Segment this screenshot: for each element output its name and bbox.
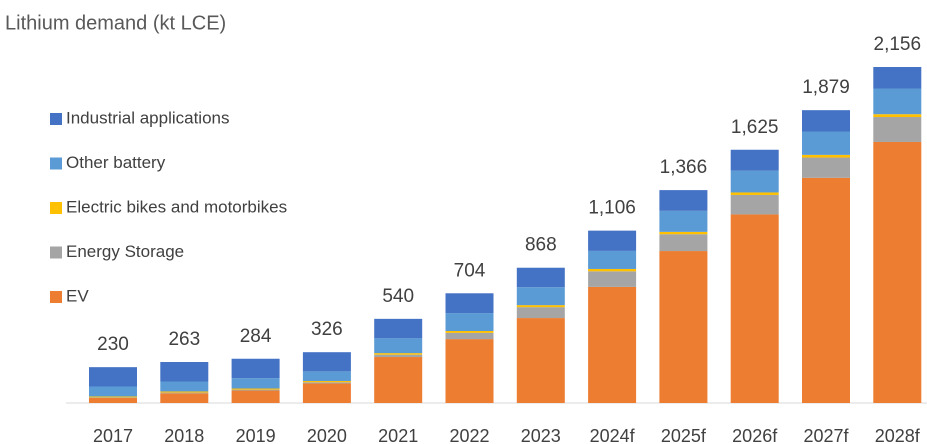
x-tick-label: 2028f — [875, 426, 921, 444]
bar-segment — [730, 194, 779, 215]
bar-segment — [160, 381, 209, 392]
bar-segment — [160, 362, 209, 382]
legend-label: Energy Storage — [66, 242, 184, 261]
bar-segment — [374, 353, 423, 355]
total-label: 230 — [97, 334, 129, 355]
bar-segment — [588, 250, 637, 269]
legend-label: Other battery — [66, 153, 166, 172]
bar-segment — [873, 117, 922, 142]
bar-segment — [588, 271, 637, 287]
bar-segment — [160, 393, 209, 403]
legend-swatch — [50, 113, 62, 125]
total-label: 326 — [311, 319, 343, 340]
x-tick-label: 2019 — [236, 426, 276, 444]
legend-swatch — [50, 202, 62, 214]
bar-segment — [802, 131, 850, 155]
bar-segment — [231, 390, 280, 403]
bar-segment — [445, 331, 494, 333]
bar-segment — [730, 192, 779, 195]
legend-swatch — [50, 157, 62, 170]
total-label: 284 — [240, 326, 272, 347]
bar-segment — [445, 293, 494, 314]
bar-segment — [516, 287, 565, 306]
total-label: 540 — [382, 286, 414, 307]
x-tick-label: 2022 — [449, 426, 489, 444]
bar-segment — [89, 397, 137, 399]
x-tick-label: 2018 — [164, 426, 204, 444]
bar-segment — [231, 388, 280, 390]
x-tick-label: 2017 — [93, 426, 133, 444]
total-label: 1,879 — [802, 77, 850, 98]
bar-segment — [588, 230, 637, 251]
bar-segment — [730, 214, 779, 403]
bar-segment — [516, 307, 565, 319]
bar-segment — [231, 378, 280, 389]
bar-segment — [873, 88, 922, 115]
bar-segment — [802, 110, 850, 132]
bar-segment — [89, 367, 137, 387]
bar-segment — [659, 234, 708, 252]
chart-title: Lithium demand (kt LCE) — [5, 12, 226, 34]
bar-segment — [802, 177, 850, 403]
bar-segment — [89, 396, 137, 398]
x-tick-label: 2027f — [803, 426, 849, 444]
bar-segment — [445, 313, 494, 331]
legend-label: Industrial applications — [66, 108, 229, 127]
bar-segment — [659, 190, 708, 211]
bar-segment — [802, 157, 850, 178]
bar-segment — [873, 67, 922, 89]
bar-segment — [374, 318, 423, 339]
x-tick-label: 2023 — [521, 426, 561, 444]
bar-segment — [231, 358, 280, 379]
bar-segment — [374, 338, 423, 354]
bar-segment — [588, 286, 637, 403]
total-label: 1,625 — [731, 117, 779, 138]
bar-segment — [160, 391, 209, 393]
total-label: 263 — [168, 329, 200, 350]
bar-segment — [231, 389, 280, 391]
bar-segment — [89, 398, 137, 403]
x-tick-label: 2025f — [661, 426, 707, 444]
bar-segment — [516, 318, 565, 403]
bar-segment — [89, 386, 137, 397]
total-label: 868 — [525, 235, 557, 256]
legend-swatch — [50, 291, 62, 303]
bar-segment — [659, 210, 708, 232]
total-label: 1,366 — [660, 157, 708, 178]
bar-segment — [302, 382, 351, 384]
bar-segment — [445, 332, 494, 340]
bar-segment — [873, 114, 922, 118]
bar-segment — [802, 154, 850, 158]
bar-segment — [374, 357, 423, 403]
total-label: 1,106 — [588, 198, 636, 219]
legend-label: EV — [66, 286, 89, 305]
total-label: 704 — [454, 260, 486, 281]
total-label: 2,156 — [874, 34, 922, 55]
bar-segment — [659, 231, 708, 235]
x-tick-label: 2026f — [732, 426, 778, 444]
bar-segment — [302, 383, 351, 403]
bar-segment — [445, 339, 494, 403]
bar-segment — [302, 371, 351, 382]
bar-segment — [730, 170, 779, 193]
bar-segment — [302, 381, 351, 383]
bar-segment — [160, 392, 209, 394]
bar-segment — [659, 251, 708, 403]
legend-swatch — [50, 246, 62, 259]
bar-segment — [588, 268, 637, 272]
x-tick-label: 2024f — [590, 426, 636, 444]
legend-label: Electric bikes and motorbikes — [66, 197, 287, 216]
x-tick-label: 2020 — [307, 426, 347, 444]
bar-segment — [516, 267, 565, 288]
bar-segment — [730, 149, 779, 171]
x-tick-label: 2021 — [378, 426, 418, 444]
bar-segment — [516, 305, 565, 308]
bar-segment — [374, 354, 423, 358]
bar-segment — [302, 352, 351, 372]
bar-segment — [873, 141, 922, 403]
